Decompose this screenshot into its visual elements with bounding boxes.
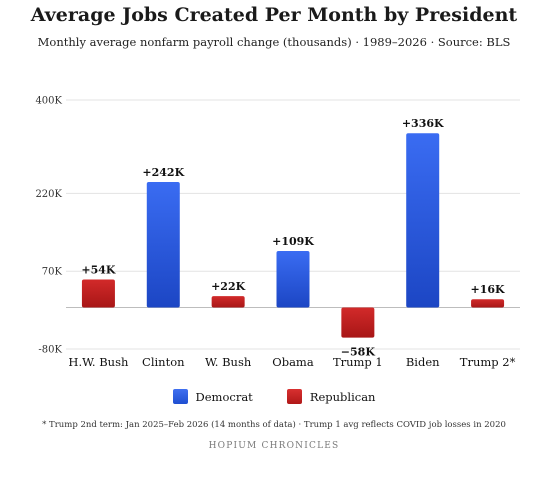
- bar-h-w-bush: [81, 279, 115, 308]
- x-tick-label: Trump 2*: [460, 355, 516, 369]
- bar-obama: [276, 250, 310, 308]
- legend-label-democrat: Democrat: [195, 389, 253, 404]
- y-tick-label: -80K: [38, 345, 62, 356]
- data-label: −58K: [341, 346, 376, 359]
- y-tick-label: 220K: [35, 189, 62, 200]
- data-label: +109K: [272, 235, 314, 248]
- x-tick-label: Obama: [272, 355, 314, 369]
- data-label: +54K: [81, 263, 116, 276]
- data-label: +22K: [211, 280, 246, 293]
- bar-w-bush: [211, 296, 245, 308]
- bar-trump-1: [341, 307, 375, 338]
- data-label: +242K: [142, 166, 184, 179]
- bar-chart: -80K 70K 220K 400K +54K H.W. Bush +242K Clinton…: [35, 96, 520, 369]
- data-label: +336K: [402, 117, 444, 130]
- x-tick-label: Biden: [406, 355, 440, 369]
- x-tick-label: H.W. Bush: [68, 355, 129, 369]
- data-label: +16K: [471, 283, 506, 296]
- x-tick-label: W. Bush: [205, 355, 252, 369]
- y-tick-label: 70K: [42, 267, 63, 278]
- footnote: * Trump 2nd term: Jan 2025–Feb 2026 (14 …: [42, 420, 506, 430]
- legend-item-republican: Republican: [286, 389, 376, 404]
- x-tick-label: Clinton: [142, 355, 185, 369]
- legend-swatch-republican: [286, 389, 302, 404]
- legend: Democrat Republican: [0, 389, 548, 404]
- y-tick-label: 400K: [35, 96, 62, 107]
- bar-trump-2: [471, 299, 505, 308]
- legend-item-democrat: Democrat: [172, 389, 253, 404]
- chart-subtitle: Monthly average nonfarm payroll change (…: [37, 35, 511, 49]
- chart-title: Average Jobs Created Per Month by Presid…: [30, 4, 518, 26]
- bar-biden: [406, 133, 440, 308]
- legend-label-republican: Republican: [309, 389, 376, 404]
- legend-swatch-democrat: [172, 389, 188, 404]
- brand-footer: HOPIUM CHRONICLES: [208, 441, 340, 451]
- bar-clinton: [146, 181, 180, 308]
- x-tick-label: Trump 1: [333, 355, 383, 369]
